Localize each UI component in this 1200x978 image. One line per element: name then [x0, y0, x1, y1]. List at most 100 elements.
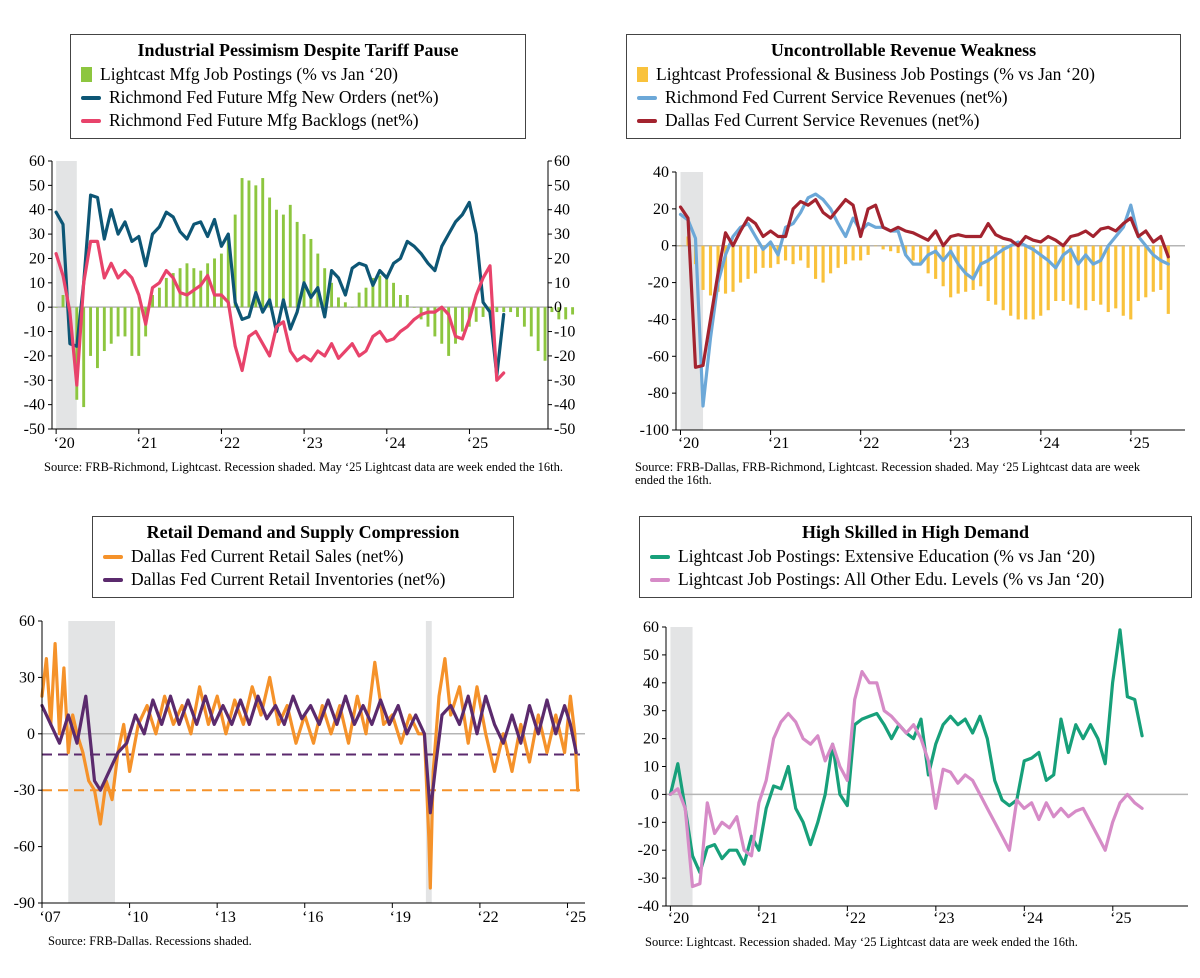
bar — [302, 234, 306, 308]
chart-1-plot: 60 60 50 50 40 40 30 30 20 20 10 10 0 0 -10 -10 -20 -20 -3… — [24, 153, 576, 452]
bar — [791, 245, 795, 265]
bar — [1061, 245, 1065, 301]
x-tick-label: ‘25 — [1110, 910, 1131, 927]
legend-label: Lightcast Job Postings: Extensive Educat… — [678, 546, 1096, 566]
bar — [185, 263, 189, 308]
y-tick-label: -90 — [14, 895, 35, 912]
bar — [821, 245, 825, 283]
chart-panel-1: 60 60 50 50 40 40 30 30 20 20 10 10 0 0 -10 -10 -20 -20 -3… — [0, 0, 600, 490]
x-tick-label: ‘25 — [1128, 435, 1149, 452]
chart-1-legend: Industrial Pessimism Despite Tariff Paus… — [70, 34, 526, 139]
bar — [522, 307, 526, 327]
bar — [783, 245, 788, 261]
bar — [495, 307, 499, 313]
legend-item: Richmond Fed Future Mfg New Orders (net%… — [81, 86, 515, 109]
bar — [874, 245, 878, 247]
bar — [708, 245, 713, 296]
y-tick-label: 0 — [27, 726, 35, 743]
x-tick-label: ‘22 — [477, 909, 498, 926]
series-line-2 — [668, 670, 1144, 889]
bar — [738, 245, 743, 283]
x-tick-label: ‘25 — [467, 435, 488, 452]
y-tick-label: -20 — [638, 842, 659, 859]
bar — [509, 307, 513, 313]
y-tick-label-right: 40 — [554, 202, 570, 219]
bar — [426, 307, 430, 327]
bar — [240, 178, 244, 308]
bar — [219, 253, 223, 308]
bar — [309, 238, 313, 308]
y-tick-label: -50 — [24, 421, 45, 438]
bar — [836, 245, 840, 268]
bar — [814, 245, 818, 279]
bar — [502, 307, 506, 313]
series-line-3 — [54, 239, 506, 387]
bar — [851, 245, 855, 261]
y-tick-label-right: 10 — [554, 275, 570, 292]
y-tick-label: 40 — [653, 164, 669, 181]
bar — [109, 307, 113, 344]
legend-item: Dallas Fed Current Retail Inventories (n… — [103, 568, 503, 591]
legend-swatch — [81, 95, 101, 100]
chart-3-plot: 60 30 0 -30 -60 -90‘07 ‘10 ‘13 ‘16 ‘19 ‘22 ‘25 — [14, 613, 586, 926]
bar — [206, 263, 210, 308]
legend-item: Lightcast Professional & Business Job Po… — [637, 63, 1170, 86]
legend-swatch — [637, 118, 657, 123]
chart-4-source: Source: Lightcast. Recession shaded. May… — [645, 935, 1078, 949]
x-tick-label: ‘21 — [768, 435, 789, 452]
bar — [1144, 245, 1148, 298]
bar — [171, 273, 175, 308]
y-tick-label: 0 — [661, 238, 669, 255]
bar — [889, 245, 893, 252]
x-tick-label: ‘24 — [1038, 435, 1059, 452]
x-tick-label: ‘10 — [127, 909, 148, 926]
legend-swatch — [81, 118, 101, 123]
bar — [330, 282, 334, 308]
legend-item: Lightcast Mfg Job Postings (% vs Jan ‘20… — [81, 63, 515, 86]
bar — [398, 295, 402, 308]
bar — [233, 214, 237, 308]
bar — [261, 178, 265, 308]
y-tick-label-right: -10 — [554, 324, 575, 341]
chart-2-source: Source: FRB-Dallas, FRB-Richmond, Lightc… — [635, 460, 1141, 487]
series-line-1 — [40, 642, 580, 890]
bar — [357, 292, 361, 308]
bar — [192, 268, 196, 308]
bar — [919, 245, 923, 265]
x-tick-label: ‘07 — [39, 909, 60, 926]
bar — [157, 287, 161, 308]
y-tick-label-right: 0 — [554, 299, 562, 316]
legend-swatch — [650, 554, 670, 559]
y-tick-label-right: -30 — [554, 372, 575, 389]
y-tick-label: 20 — [653, 201, 669, 218]
chart-3-legend: Retail Demand and Supply Compression Dal… — [92, 516, 514, 598]
y-tick-label: -80 — [648, 385, 669, 402]
chart-1-title: Industrial Pessimism Despite Tariff Paus… — [137, 40, 459, 60]
x-tick-label: ‘22 — [858, 435, 879, 452]
bar — [281, 214, 285, 308]
bar — [926, 245, 930, 274]
y-tick-label: -30 — [24, 372, 45, 389]
bar — [941, 245, 945, 287]
bar — [1159, 245, 1163, 290]
x-tick-label: ‘23 — [933, 910, 954, 927]
y-tick-label-right: -40 — [554, 397, 575, 414]
bar — [275, 209, 278, 308]
bar — [1136, 245, 1140, 301]
series-line-3 — [678, 198, 1170, 369]
legend-item: Richmond Fed Current Service Revenues (n… — [637, 86, 1170, 109]
x-tick-label: ‘23 — [948, 435, 969, 452]
y-tick-label: -40 — [24, 397, 45, 414]
bar — [75, 307, 79, 400]
bar — [213, 258, 216, 308]
bar — [350, 307, 354, 308]
bar — [323, 268, 327, 308]
x-tick-label: ‘19 — [390, 909, 411, 926]
x-tick-label: ‘22 — [845, 910, 866, 927]
x-tick-label: ‘20 — [53, 435, 74, 452]
series-line-2 — [40, 694, 578, 815]
bar — [440, 307, 444, 344]
x-tick-label: ‘22 — [219, 435, 240, 452]
bar — [1129, 245, 1133, 320]
bar — [433, 307, 437, 337]
